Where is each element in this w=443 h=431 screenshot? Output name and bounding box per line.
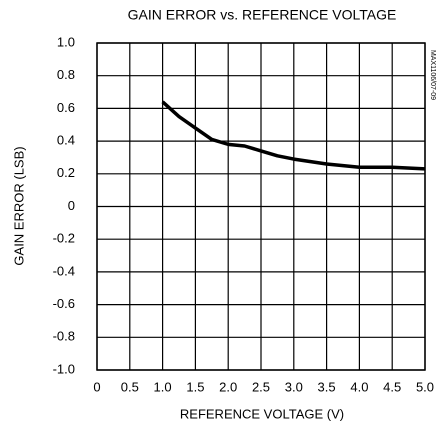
x-axis-label: REFERENCE VOLTAGE (V) (180, 406, 344, 421)
y-tick-label: 0.6 (57, 100, 75, 115)
y-tick-label: 0.4 (57, 133, 75, 148)
x-tick-label: 3.5 (318, 379, 336, 394)
y-tick-label: 0 (68, 198, 75, 213)
x-tick-label: 0 (93, 379, 100, 394)
x-tick-label: 0.5 (121, 379, 139, 394)
y-tick-label: -0.4 (53, 263, 75, 278)
x-tick-label: 2.0 (219, 379, 237, 394)
y-tick-label: 0.8 (57, 67, 75, 82)
data-line (161, 100, 426, 171)
x-tick-label: 3.0 (285, 379, 303, 394)
y-tick-label: -0.2 (53, 231, 75, 246)
chart-title: GAIN ERROR vs. REFERENCE VOLTAGE (128, 7, 397, 23)
x-tick-label: 5.0 (416, 379, 434, 394)
annotation: MAX1106/07-09 (429, 50, 436, 100)
y-tick-label: 1.0 (57, 34, 75, 49)
y-tick-label: -0.8 (53, 329, 75, 344)
plot-frame (96, 42, 426, 371)
y-tick-label: -1.0 (53, 361, 75, 376)
y-tick-label: -0.6 (53, 296, 75, 311)
x-tick-label: 1.0 (154, 379, 172, 394)
y-tick-label: 0.2 (57, 165, 75, 180)
x-tick-label: 4.0 (350, 379, 368, 394)
x-tick-label: 4.5 (383, 379, 401, 394)
x-tick-label: 1.5 (186, 379, 204, 394)
x-tick-label: 2.5 (252, 379, 270, 394)
y-axis-label: GAIN ERROR (LSB) (11, 146, 26, 265)
